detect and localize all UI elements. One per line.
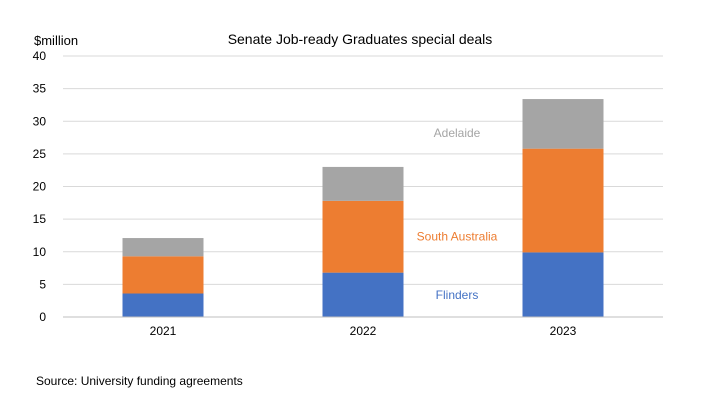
x-tick-label: 2021	[150, 324, 177, 338]
bar-segment-flinders-2021	[123, 294, 204, 317]
bar-segment-flinders-2022	[323, 273, 404, 317]
y-tick-label: 0	[39, 310, 46, 324]
y-tick-label: 15	[33, 212, 47, 226]
y-tick-label: 25	[33, 147, 47, 161]
bar-segment-adelaide-2021	[123, 238, 204, 256]
y-tick-label: 5	[39, 277, 46, 291]
stacked-bar-chart: 0 5 10 15 20 25 30 35 40 2021 2022 2023 Flinders Sout…	[0, 0, 720, 405]
series-label-flinders: Flinders	[436, 288, 479, 302]
bar-segment-adelaide-2023	[523, 99, 604, 149]
bar-segment-flinders-2023	[523, 252, 604, 317]
bar-segment-south-australia-2023	[523, 149, 604, 253]
y-tick-label: 30	[33, 114, 47, 128]
y-tick-label: 10	[33, 245, 47, 259]
series-label-adelaide: Adelaide	[434, 126, 481, 140]
bar-segment-south-australia-2022	[323, 201, 404, 273]
x-tick-label: 2022	[350, 324, 377, 338]
y-tick-label: 20	[33, 180, 47, 194]
y-tick-label: 35	[33, 82, 47, 96]
x-tick-label: 2023	[550, 324, 577, 338]
source-note: Source: University funding agreements	[36, 374, 243, 388]
series-label-south-australia: South Australia	[417, 230, 498, 244]
bar-segment-south-australia-2021	[123, 256, 204, 293]
bar-segment-adelaide-2022	[323, 167, 404, 201]
y-tick-label: 40	[33, 49, 47, 63]
